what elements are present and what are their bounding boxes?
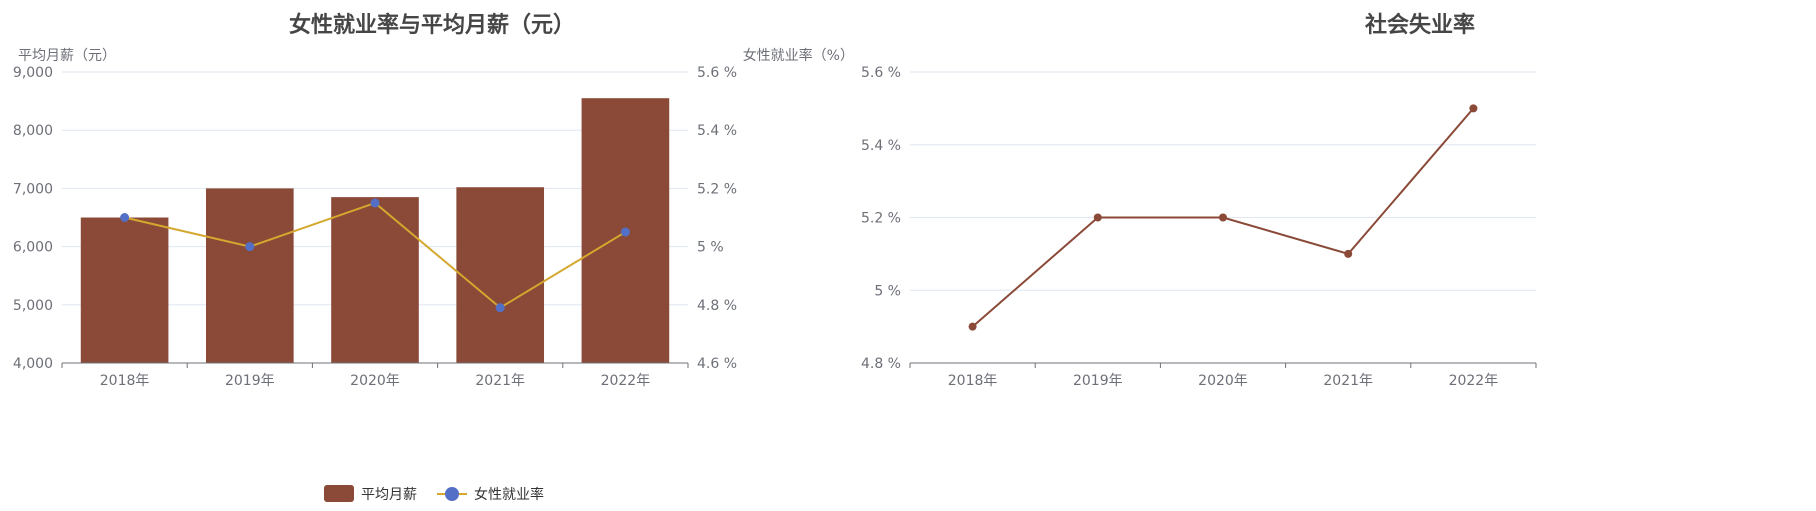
chart1-title: 女性就业率与平均月薪（元） xyxy=(289,12,575,38)
chart2-line-point xyxy=(1219,214,1227,222)
chart1-bars xyxy=(81,98,669,363)
chart1-right-tick-label: 4.6 % xyxy=(697,356,737,372)
chart-salary-employment: 女性就业率与平均月薪（元） 平均月薪（元） 女性就业率（%） 4,000 5,00… xyxy=(13,12,854,503)
chart1-bar xyxy=(81,218,169,364)
chart1-legend[interactable]: 平均月薪 女性就业率 xyxy=(324,485,544,503)
chart1-line-point xyxy=(621,228,630,237)
chart2-x-axis xyxy=(910,363,1536,368)
chart1-left-tick-label: 4,000 xyxy=(13,356,53,372)
chart2-tick-labels: 4.8 % 5 % 5.2 % 5.4 % 5.6 % 2018年 2019年 2020年 20… xyxy=(861,65,1498,389)
chart1-x-axis xyxy=(62,363,688,368)
chart1-right-tick-label: 4.8 % xyxy=(697,298,737,314)
chart2-gridlines xyxy=(910,72,1536,290)
chart2-line-point xyxy=(969,323,977,331)
chart1-left-tick-label: 7,000 xyxy=(13,181,53,197)
chart1-x-tick-label: 2018年 xyxy=(100,373,150,389)
chart1-x-tick-label: 2019年 xyxy=(225,373,275,389)
chart2-y-tick-label: 5 % xyxy=(874,283,901,299)
legend-line-marker[interactable] xyxy=(445,487,459,501)
chart1-bar xyxy=(331,197,419,363)
chart1-x-tick-label: 2022年 xyxy=(601,373,651,389)
chart2-x-tick-label: 2022年 xyxy=(1449,373,1499,389)
chart1-line-point xyxy=(371,198,380,207)
chart1-line-point xyxy=(120,213,129,222)
chart2-x-tick-label: 2021年 xyxy=(1323,373,1373,389)
chart1-right-tick-label: 5 % xyxy=(697,240,724,256)
legend-line-label[interactable]: 女性就业率 xyxy=(474,486,544,503)
chart2-x-tick-label: 2019年 xyxy=(1073,373,1123,389)
chart1-right-axis-name: 女性就业率（%） xyxy=(743,47,854,64)
chart1-right-tick-label: 5.6 % xyxy=(697,65,737,81)
chart1-left-axis-name: 平均月薪（元） xyxy=(18,48,116,64)
chart2-y-tick-label: 5.4 % xyxy=(861,138,901,154)
chart2-x-tick-label: 2020年 xyxy=(1198,373,1248,389)
chart1-left-tick-label: 6,000 xyxy=(13,240,53,256)
chart1-line-point xyxy=(245,242,254,251)
chart-unemployment: 社会失业率 4.8 % 5 % 5.2 % 5.4 % 5.6 % 2018年 2019年 2… xyxy=(861,12,1536,389)
chart1-left-tick-label: 9,000 xyxy=(13,65,53,81)
chart2-y-tick-label: 5.2 % xyxy=(861,211,901,227)
chart1-bar xyxy=(456,187,544,363)
chart1-x-tick-label: 2021年 xyxy=(475,373,525,389)
chart1-left-tick-label: 5,000 xyxy=(13,298,53,314)
chart2-line-point xyxy=(1094,214,1102,222)
chart2-line-point xyxy=(1344,250,1352,258)
chart2-line-point xyxy=(1469,104,1477,112)
chart1-bar xyxy=(206,188,294,363)
chart1-x-tick-label: 2020年 xyxy=(350,373,400,389)
chart1-right-tick-label: 5.4 % xyxy=(697,123,737,139)
chart1-line-point xyxy=(496,303,505,312)
chart2-x-tick-label: 2018年 xyxy=(948,373,998,389)
legend-bar-label[interactable]: 平均月薪 xyxy=(361,487,417,503)
chart2-title: 社会失业率 xyxy=(1365,12,1475,38)
chart2-y-tick-label: 5.6 % xyxy=(861,65,901,81)
legend-bar-swatch[interactable] xyxy=(324,485,354,502)
chart1-left-tick-label: 8,000 xyxy=(13,123,53,139)
chart2-y-tick-label: 4.8 % xyxy=(861,356,901,372)
chart1-right-tick-label: 5.2 % xyxy=(697,181,737,197)
